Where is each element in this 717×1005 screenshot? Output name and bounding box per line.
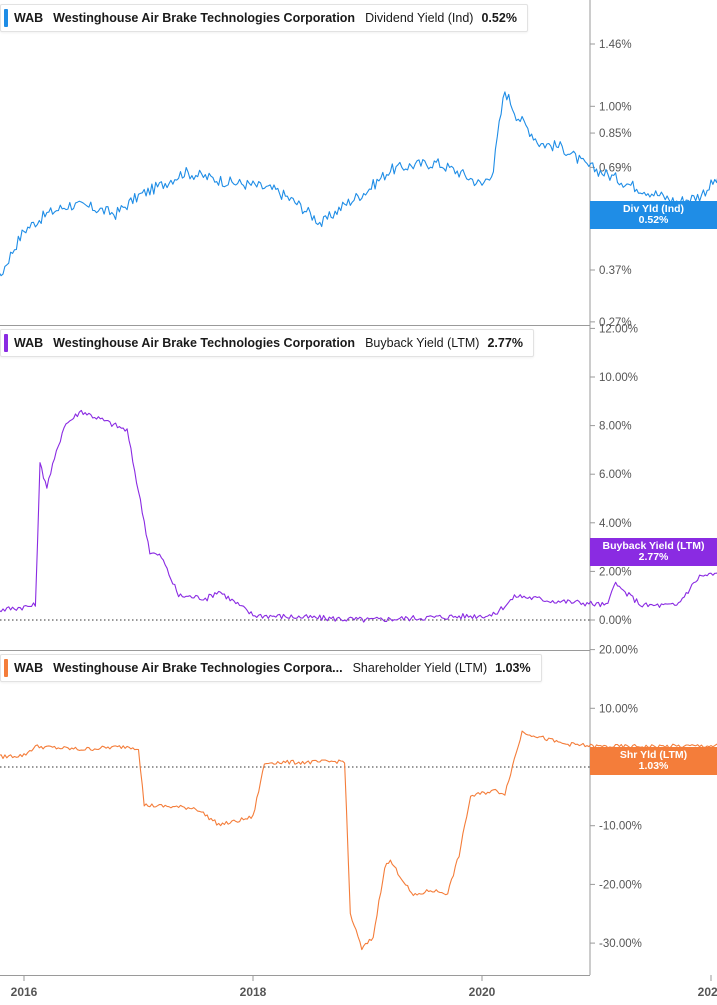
y-tick-label: 0.27% [599,317,632,329]
legend-ticker: WAB [14,661,44,675]
legend-color-swatch [4,334,8,352]
y-tick-label: 8.00% [599,421,632,433]
y-tick-label: 20.00% [599,645,638,657]
legend-ticker: WAB [14,11,44,25]
series-line-shareholder-yield [0,730,717,951]
legend-metric: Buyback Yield (LTM) [365,336,480,350]
legend-ticker: WAB [14,336,44,350]
legend-color-swatch [4,659,8,677]
y-tick-label: 0.37% [599,265,632,277]
legend-color-swatch [4,9,8,27]
legend-shareholder-yield: WAB Westinghouse Air Brake Technologies … [0,654,542,682]
y-tick-label: 10.00% [599,703,638,715]
value-tag-shareholder-yield: Shr Yld (LTM) 1.03% [590,747,717,775]
x-tick-label: 2018 [240,985,267,999]
tag-value: 1.03% [638,760,669,772]
legend-company: Westinghouse Air Brake Technologies Corp… [53,11,356,25]
legend-metric: Shareholder Yield (LTM) [352,661,488,675]
y-tick-label: 0.00% [599,615,632,627]
y-tick-label: 0.85% [599,128,632,140]
legend-dividend-yield: WAB Westinghouse Air Brake Technologies … [0,4,528,32]
tag-label: Buyback Yield (LTM) [602,540,705,552]
value-tag-buyback-yield: Buyback Yield (LTM) 2.77% [590,538,717,566]
series-line-buyback-yield [0,409,717,623]
y-tick-label: 10.00% [599,372,638,384]
y-tick-label: 2.00% [599,566,632,578]
y-tick-label: 1.46% [599,39,632,51]
tag-label: Shr Yld (LTM) [619,749,688,761]
legend-metric: Dividend Yield (Ind) [365,11,474,25]
y-tick-label: 4.00% [599,518,632,530]
y-tick-label: -30.00% [599,938,642,950]
legend-value: 2.77% [487,336,523,350]
legend-value: 1.03% [495,661,531,675]
series-line-dividend-yield [0,91,717,277]
x-tick-label: 2022 [698,985,717,999]
y-tick-label: 1.00% [599,101,632,113]
y-tick-label: 6.00% [599,469,632,481]
legend-company: Westinghouse Air Brake Technologies Corp… [53,336,356,350]
x-tick-label: 2020 [469,985,496,999]
legend-buyback-yield: WAB Westinghouse Air Brake Technologies … [0,329,534,357]
y-tick-label: 12.00% [599,323,638,335]
y-tick-label: -10.00% [599,821,642,833]
tag-value: 2.77% [638,551,669,563]
legend-company: Westinghouse Air Brake Technologies Corp… [53,661,343,675]
tag-label: Div Yld (Ind) [622,203,685,215]
legend-value: 0.52% [481,11,517,25]
value-tag-dividend-yield: Div Yld (Ind) 0.52% [590,201,717,229]
y-tick-label: -20.00% [599,879,642,891]
tag-value: 0.52% [638,214,669,226]
x-tick-label: 2016 [11,985,38,999]
